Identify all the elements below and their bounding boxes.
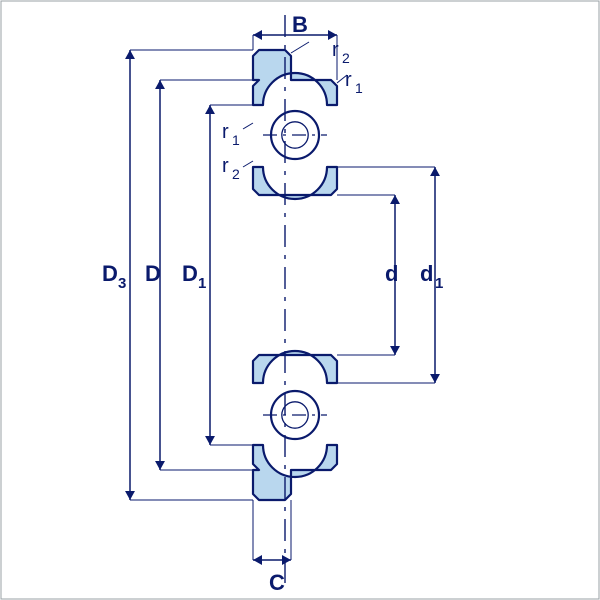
dim-label-D3: D [102,261,118,286]
radius-label-r1-top: r [345,69,352,91]
radius-label-r2-left-sub: 2 [232,166,240,182]
dim-label-D3-sub: 3 [118,275,126,292]
radius-label-r2-left: r [222,155,229,177]
dim-label-d1: d [420,261,433,286]
dim-label-D1-sub: 1 [198,275,206,292]
dim-label-C: C [269,570,285,595]
radius-label-r2-top-sub: 2 [342,50,350,66]
radius-label-r2-top: r [332,39,339,61]
radius-label-r1-left-sub: 1 [232,132,240,148]
dim-label-B: B [292,12,308,37]
radius-label-r1-left: r [222,121,229,143]
radius-label-r1-top-sub: 1 [355,80,363,96]
dim-label-d: d [385,261,398,286]
bearing-cross-section-diagram: BCD3DD1dd1r2r1r1r2 [0,0,600,600]
dim-label-D1: D [182,261,198,286]
dim-label-D: D [145,261,161,286]
dim-label-d1-sub: 1 [435,275,443,292]
